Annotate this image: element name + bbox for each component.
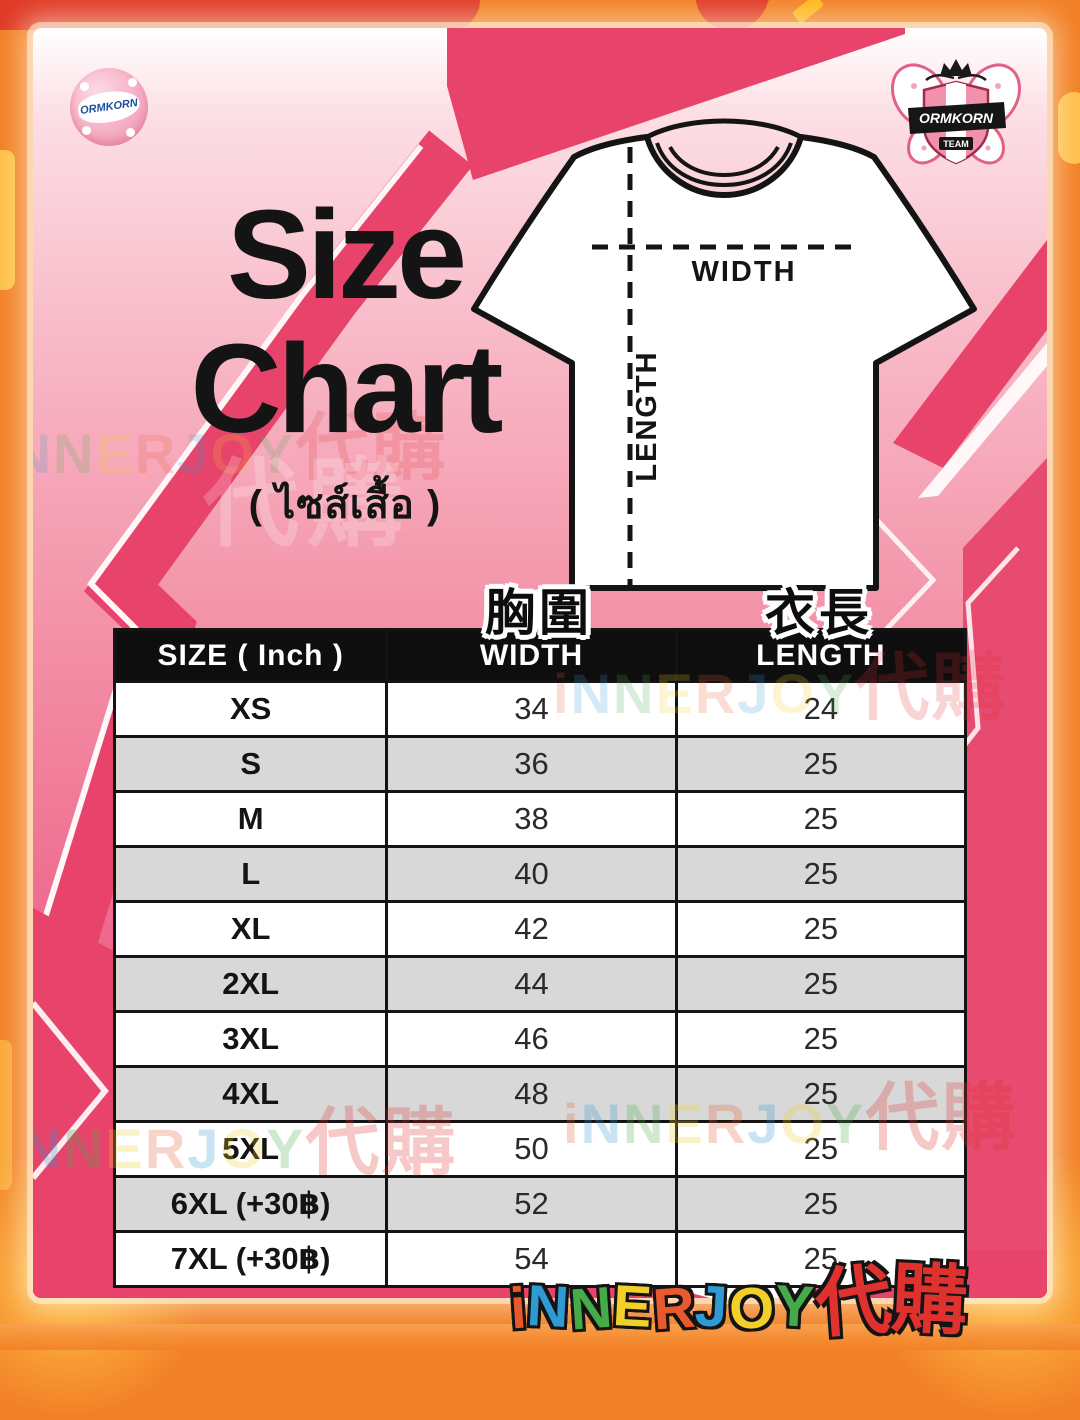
width-cell: 52 [385, 1175, 678, 1233]
length-cell: 25 [674, 1010, 968, 1068]
tshirt-diagram: WIDTH LENGTH [471, 118, 977, 591]
size-cell: 2XL [112, 955, 389, 1013]
length-cell: 24 [674, 680, 968, 738]
size-table: SIZE ( Inch ) WIDTH LENGTH XS 34 24 S 36 25 … [112, 628, 968, 1288]
logo-dot [82, 126, 91, 135]
chest-annotation-cn: 胸圍 [485, 585, 593, 641]
width-cell: 46 [385, 1010, 678, 1068]
title-block: Size Chart ( ไซส์เสื้อ ) [85, 188, 605, 536]
size-cell: 7XL (+30฿) [112, 1230, 389, 1288]
faint-watermark: iNNERJOY代購 [33, 1101, 458, 1184]
table-row: 3XL 46 25 [112, 1010, 968, 1068]
frame-yellow-dot-right [1058, 92, 1080, 164]
frame-yellow-bar-left [0, 150, 15, 290]
crown-icon [925, 59, 987, 82]
width-cell: 34 [385, 680, 678, 738]
length-cell: 25 [674, 955, 968, 1013]
length-cell: 25 [674, 735, 968, 793]
logo-dot [126, 128, 135, 137]
width-cell: 50 [385, 1120, 678, 1178]
table-row: XS 34 24 [112, 680, 968, 738]
logo-left-text: ORMKORN [79, 97, 139, 117]
size-cell: 6XL (+30฿) [112, 1175, 389, 1233]
width-label: WIDTH [691, 256, 796, 288]
page-title-line2: Chart [190, 318, 503, 459]
length-cell: 25 [674, 790, 968, 848]
width-cell: 44 [385, 955, 678, 1013]
width-cell: 42 [385, 900, 678, 958]
size-cell: 5XL [112, 1120, 389, 1178]
logo-right-subtext: TEAM [943, 139, 969, 149]
table-row: 4XL 48 25 [112, 1065, 968, 1123]
banner: ORMKORN TEAM [908, 102, 1006, 150]
tshirt-outline [471, 134, 977, 591]
table-row: 5XL 50 25 [112, 1120, 968, 1178]
innerjoy-watermark: iNNERJOY代購 [507, 1256, 971, 1348]
logo-dot [128, 78, 137, 87]
ormkorn-circle-logo: ORMKORN [70, 68, 148, 146]
table-row: M 38 25 [112, 790, 968, 848]
length-cell: 25 [674, 1120, 968, 1178]
faint-watermark-cjk: 代購 [203, 451, 411, 558]
size-cell: 4XL [112, 1065, 389, 1123]
header-length: LENGTH [674, 628, 968, 683]
size-cell: XL [112, 900, 389, 958]
size-cell: 3XL [112, 1010, 389, 1068]
table-row: 6XL (+30฿) 52 25 [112, 1175, 968, 1233]
length-cell: 25 [674, 845, 968, 903]
header-width: WIDTH [385, 628, 678, 683]
faint-watermark: iNNERJOY代購 [553, 646, 1008, 729]
header-size: SIZE ( Inch ) [112, 628, 389, 683]
length-cell: 25 [674, 900, 968, 958]
length-cell: 25 [674, 1175, 968, 1233]
table-row: L 40 25 [112, 845, 968, 903]
width-cell: 54 [385, 1230, 678, 1288]
page-subtitle-thai: ( ไซส์เสื้อ ) [248, 483, 442, 527]
size-cell: XS [112, 680, 389, 738]
width-cell: 48 [385, 1065, 678, 1123]
frame-yellow-tick [791, 0, 825, 24]
table-row: XL 42 25 [112, 900, 968, 958]
table-row: S 36 25 [112, 735, 968, 793]
frame-bottom-band [0, 1324, 1080, 1350]
table-header-row: SIZE ( Inch ) WIDTH LENGTH [112, 628, 968, 683]
page-title-line1: Size [226, 184, 467, 325]
length-cell: 25 [674, 1065, 968, 1123]
logo-dot [80, 82, 89, 91]
size-cell: S [112, 735, 389, 793]
length-label: LENGTH [631, 350, 663, 481]
size-cell: L [112, 845, 389, 903]
table-row: 7XL (+30฿) 54 25 [112, 1230, 968, 1288]
logo-bubble: ORMKORN [76, 87, 142, 127]
length-cell: 25 [674, 1230, 968, 1288]
poster-card: iNNERJOY代購 代購 iNNERJOY代購 iNNERJOY代購 iNNE… [33, 28, 1047, 1298]
faint-watermark: iNNERJOY代購 [563, 1076, 1018, 1159]
width-cell: 40 [385, 845, 678, 903]
ormkorn-team-crest-logo: ORMKORN TEAM [891, 59, 1021, 165]
width-cell: 36 [385, 735, 678, 793]
width-cell: 38 [385, 790, 678, 848]
logo-right-text: ORMKORN [919, 110, 994, 126]
faint-watermark: iNNERJOY代購 [33, 406, 448, 489]
table-row: 2XL 44 25 [112, 955, 968, 1013]
length-annotation-cn: 衣長 [765, 585, 873, 641]
size-cell: M [112, 790, 389, 848]
